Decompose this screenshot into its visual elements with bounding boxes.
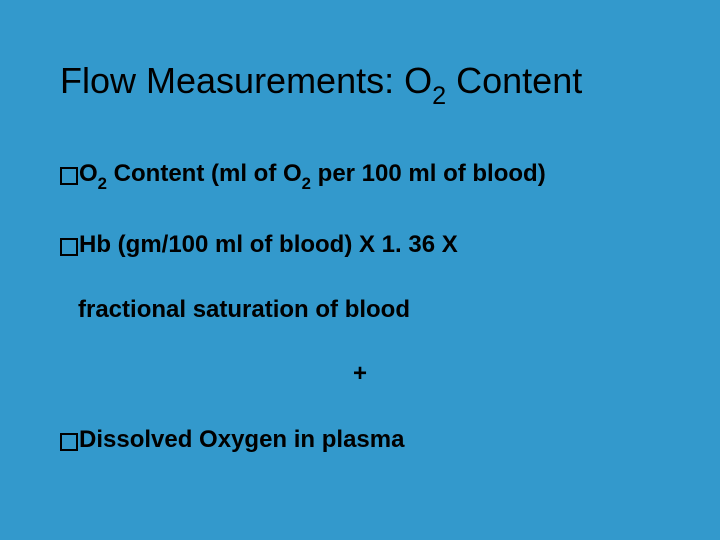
title-text-pre: Flow Measurements: O — [60, 60, 432, 101]
bullet-line-1: O2 Content (ml of O2 per 100 ml of blood… — [60, 158, 660, 193]
slide-content: Flow Measurements: O2 Content O2 Content… — [0, 0, 720, 540]
line1-post: per 100 ml of blood) — [311, 160, 546, 187]
line3-text: fractional saturation of blood — [78, 296, 410, 323]
line1-pre: O — [79, 160, 98, 187]
bullet-line-4: Dissolved Oxygen in plasma — [60, 424, 660, 455]
title-text-post: Content — [446, 60, 582, 101]
plus-text: + — [353, 360, 367, 387]
slide-title: Flow Measurements: O2 Content — [60, 60, 660, 108]
line2-text: Hb (gm/100 ml of blood) X 1. 36 X — [79, 231, 458, 258]
indent-line-3: fractional saturation of blood — [78, 296, 660, 324]
line1-mid: Content (ml of O — [107, 160, 302, 187]
line1-sub2: 2 — [302, 174, 311, 193]
line1-sub1: 2 — [98, 174, 107, 193]
bullet-box-icon — [60, 433, 78, 451]
bullet-box-icon — [60, 238, 78, 256]
bullet-line-2: Hb (gm/100 ml of blood) X 1. 36 X — [60, 229, 660, 260]
line4-text: Dissolved Oxygen in plasma — [79, 426, 404, 453]
bullet-box-icon — [60, 167, 78, 185]
title-subscript: 2 — [432, 82, 446, 110]
plus-line: + — [60, 360, 660, 388]
